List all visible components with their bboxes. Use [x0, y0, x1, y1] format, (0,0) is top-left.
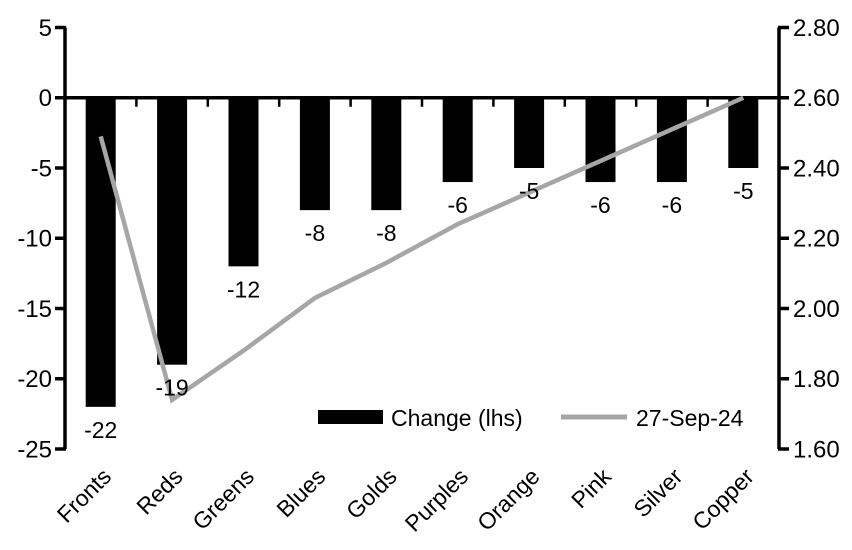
- bar-value-label: -12: [227, 276, 260, 302]
- bar-value-label: -6: [662, 192, 682, 218]
- bar-value-label: -5: [733, 178, 753, 204]
- legend-bar-label: Change (lhs): [391, 405, 523, 431]
- bar-change: [299, 97, 330, 211]
- left-axis-tick-label: -5: [31, 155, 52, 182]
- bar-value-label: -6: [447, 192, 467, 218]
- bar-value-label: -19: [155, 375, 188, 401]
- category-label: Pink: [566, 463, 616, 513]
- series-line: [98, 95, 745, 404]
- bar-change: [585, 97, 616, 183]
- bar-value-label: -6: [590, 192, 610, 218]
- category-label: Fronts: [52, 463, 116, 527]
- right-axis-tick-label: 2.20: [793, 226, 840, 253]
- bar-change: [157, 97, 188, 365]
- category-label: Greens: [187, 463, 259, 535]
- right-axis-tick-label: 2.60: [793, 85, 840, 112]
- legend-bar-swatch: [318, 410, 383, 424]
- bar-change: [442, 97, 473, 183]
- bar-change: [228, 97, 259, 267]
- left-axis-tick-label: 0: [39, 85, 52, 112]
- category-label: Blues: [271, 463, 330, 522]
- bar-change: [656, 97, 687, 183]
- right-axis-tick-label: 2.00: [793, 296, 840, 323]
- bar-value-label: -8: [305, 220, 325, 246]
- category-label: Silver: [628, 463, 687, 522]
- left-axis-tick-label: -20: [17, 366, 52, 393]
- bar-change: [371, 97, 402, 211]
- left-axis-tick-label: -15: [17, 296, 52, 323]
- right-axis-tick-label: 1.80: [793, 366, 840, 393]
- category-label: Reds: [131, 463, 187, 519]
- bar-change: [85, 97, 116, 407]
- left-axis-tick-label: -10: [17, 226, 52, 253]
- category-label: Golds: [341, 463, 402, 524]
- bar-change: [728, 97, 759, 168]
- bar-value-label: -5: [519, 178, 539, 204]
- category-label: Orange: [472, 463, 545, 536]
- left-axis-tick-label: 5: [39, 15, 52, 42]
- right-axis-tick-label: 2.80: [793, 15, 840, 42]
- right-axis-tick-label: 2.40: [793, 155, 840, 182]
- legend-line-label: 27-Sep-24: [636, 405, 744, 431]
- left-axis-tick-label: -25: [17, 436, 52, 463]
- bar-change: [514, 97, 545, 168]
- bar-value-label: -8: [376, 220, 396, 246]
- category-label: Purples: [400, 463, 474, 537]
- bar-value-label: -22: [84, 417, 117, 443]
- right-axis-tick-label: 1.60: [793, 436, 840, 463]
- category-label: Copper: [687, 463, 759, 535]
